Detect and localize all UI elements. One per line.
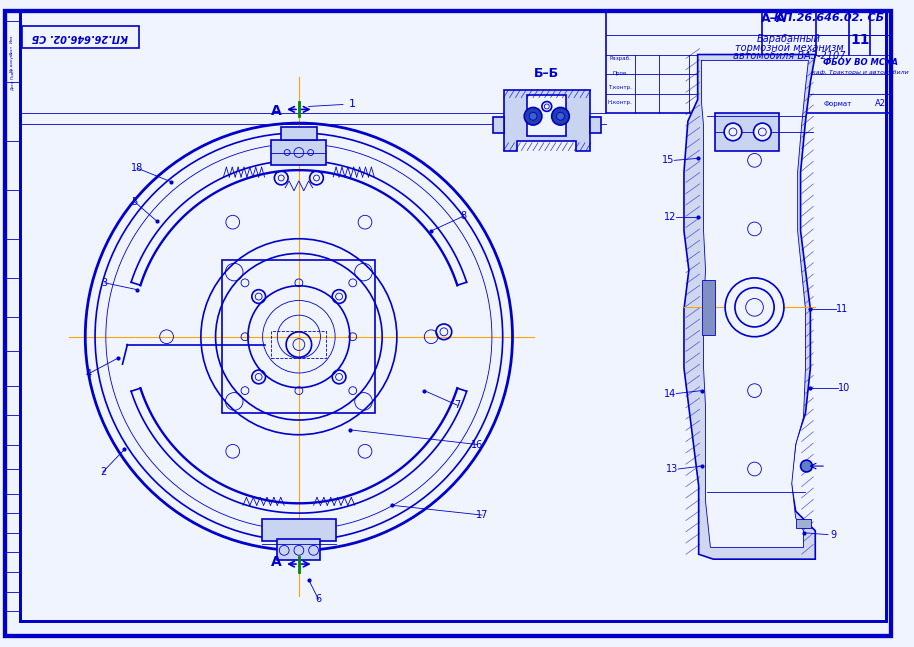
- Text: 1: 1: [349, 100, 356, 109]
- Text: А: А: [271, 104, 282, 118]
- Bar: [493, 117, 504, 133]
- Bar: [716, 113, 779, 151]
- Text: 11: 11: [835, 304, 848, 314]
- Text: 7: 7: [454, 400, 461, 410]
- Text: 4: 4: [85, 369, 91, 379]
- Text: № докум.: № докум.: [10, 51, 14, 72]
- Text: Изм.: Изм.: [10, 33, 14, 43]
- Bar: [277, 538, 321, 560]
- Circle shape: [801, 460, 813, 472]
- Text: Разраб.: Разраб.: [610, 56, 632, 61]
- Text: Н.контр.: Н.контр.: [608, 100, 632, 105]
- Text: 17: 17: [476, 510, 488, 520]
- Bar: [271, 331, 326, 358]
- Text: Пров.: Пров.: [612, 71, 628, 76]
- Circle shape: [529, 113, 537, 120]
- Polygon shape: [504, 90, 590, 151]
- Text: Барабанный: Барабанный: [757, 34, 821, 44]
- Text: А2: А2: [875, 99, 886, 108]
- Text: 2: 2: [100, 467, 106, 477]
- Text: Дата: Дата: [10, 80, 14, 90]
- Text: 18: 18: [131, 163, 143, 173]
- Polygon shape: [684, 54, 815, 559]
- Text: каф. Тракторы и автомобили: каф. Тракторы и автомобили: [812, 70, 909, 74]
- Polygon shape: [527, 94, 567, 136]
- Text: 9: 9: [831, 530, 837, 540]
- Circle shape: [552, 107, 569, 125]
- Text: КП.26.646.02. СБ: КП.26.646.02. СБ: [32, 32, 129, 42]
- Text: 15: 15: [662, 155, 675, 166]
- Text: А: А: [271, 555, 282, 569]
- Text: 13: 13: [666, 464, 678, 474]
- Circle shape: [753, 123, 771, 141]
- Text: Формат: Формат: [824, 100, 852, 107]
- Text: тормозной механизм: тормозной механизм: [735, 43, 843, 52]
- Text: 8: 8: [461, 211, 466, 221]
- Text: 14: 14: [664, 389, 676, 399]
- Text: 6: 6: [315, 595, 322, 604]
- Bar: [261, 519, 336, 540]
- Bar: [271, 140, 326, 165]
- Circle shape: [557, 113, 565, 120]
- Text: Подп.: Подп.: [10, 67, 14, 80]
- Text: 3: 3: [101, 278, 108, 288]
- Text: 16: 16: [471, 439, 484, 450]
- Circle shape: [525, 107, 542, 125]
- Text: Копировал: Копировал: [758, 100, 797, 107]
- Text: автомобиля ВАЗ-2107: автомобиля ВАЗ-2107: [732, 52, 845, 61]
- Bar: [222, 260, 376, 413]
- Text: 5: 5: [131, 197, 137, 206]
- Circle shape: [724, 123, 742, 141]
- Text: 12: 12: [664, 212, 676, 222]
- Circle shape: [725, 278, 784, 336]
- Polygon shape: [702, 60, 808, 547]
- Bar: [22, 26, 139, 48]
- Bar: [796, 519, 812, 528]
- Text: 10: 10: [837, 382, 850, 393]
- Text: 11: 11: [851, 33, 870, 47]
- Text: Т.контр.: Т.контр.: [609, 85, 632, 91]
- Text: А–А: А–А: [761, 12, 787, 25]
- Text: КП.26.646.02. СБ: КП.26.646.02. СБ: [774, 13, 884, 23]
- Text: Б–Б: Б–Б: [534, 67, 559, 80]
- Bar: [702, 280, 716, 334]
- Bar: [606, 12, 891, 113]
- Bar: [282, 127, 316, 140]
- Text: Лист: Лист: [10, 45, 14, 55]
- Text: ФБОУ ВО МСХА: ФБОУ ВО МСХА: [823, 58, 898, 67]
- Bar: [590, 117, 600, 133]
